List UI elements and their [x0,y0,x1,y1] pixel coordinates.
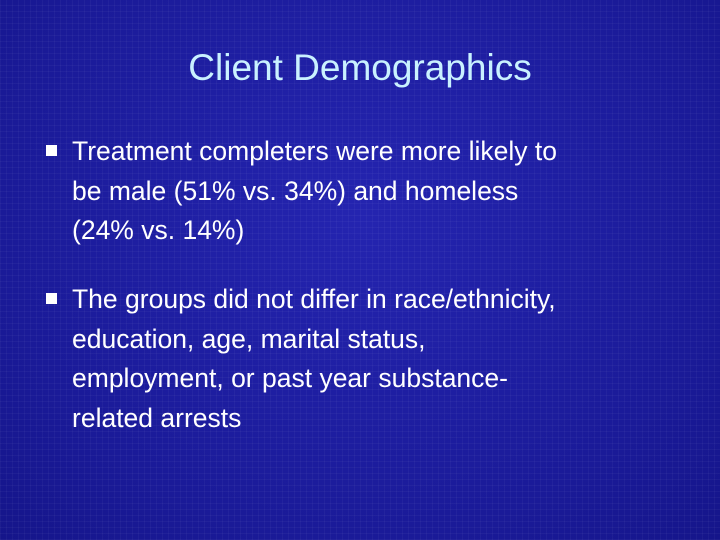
bullet-text: Treatment completers were more likely to… [72,132,557,251]
text-line: employment, or past year substance- [72,363,508,393]
text-line: education, age, marital status, [72,323,426,354]
text-line: (24% vs. 14%) [72,215,245,245]
text-line: Treatment completers were more likely to [72,136,558,166]
bullet-marker [46,145,57,156]
text-line: be male (51% vs. 34%) and homeless [72,175,519,206]
text-line: The groups did not differ in race/ethnic… [72,284,556,314]
slide-title: Client Demographics [188,47,532,88]
bullet-marker [46,293,57,304]
bullet-text: The groups did not differ in race/ethnic… [72,280,556,438]
text-line: related arrests [72,402,242,433]
